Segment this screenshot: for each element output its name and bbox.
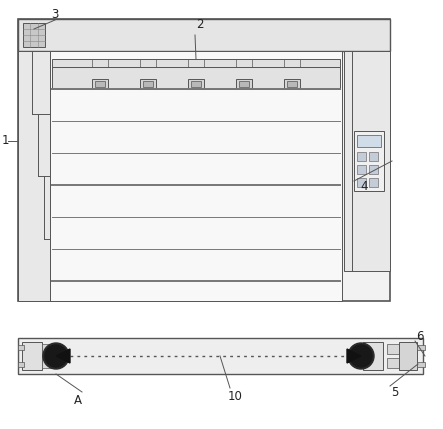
Text: 6: 6 xyxy=(416,329,424,342)
Circle shape xyxy=(350,345,372,367)
Bar xyxy=(18,345,24,350)
Bar xyxy=(284,79,300,89)
Circle shape xyxy=(348,343,374,369)
Bar xyxy=(357,178,366,187)
Circle shape xyxy=(43,343,69,369)
Text: 2: 2 xyxy=(196,18,204,31)
Bar xyxy=(357,152,366,161)
Text: 3: 3 xyxy=(51,9,58,21)
Bar xyxy=(52,67,340,89)
Bar xyxy=(417,362,425,367)
Circle shape xyxy=(45,345,67,367)
Bar xyxy=(354,131,384,191)
Bar xyxy=(143,81,153,87)
Bar xyxy=(399,342,417,370)
Text: 5: 5 xyxy=(391,386,399,399)
Bar xyxy=(369,152,378,161)
Bar xyxy=(18,19,390,51)
Bar xyxy=(92,79,108,89)
Text: 10: 10 xyxy=(228,390,242,402)
Bar xyxy=(357,165,366,174)
Bar xyxy=(239,81,249,87)
Bar xyxy=(369,178,378,187)
Bar xyxy=(369,165,378,174)
Text: A: A xyxy=(74,393,82,407)
Bar xyxy=(387,344,399,354)
Polygon shape xyxy=(347,349,361,363)
Bar xyxy=(18,51,50,301)
Text: 1: 1 xyxy=(1,135,9,148)
Bar xyxy=(95,81,105,87)
Bar xyxy=(363,342,383,370)
Bar xyxy=(387,358,399,368)
Bar xyxy=(188,79,204,89)
Polygon shape xyxy=(56,349,70,363)
Bar xyxy=(344,51,390,271)
Bar xyxy=(417,345,425,350)
Bar xyxy=(22,342,42,370)
Bar xyxy=(42,344,54,354)
Bar xyxy=(191,81,201,87)
Bar xyxy=(18,338,423,374)
Bar xyxy=(287,81,297,87)
Bar xyxy=(18,19,390,301)
Bar xyxy=(52,59,340,67)
Text: 4: 4 xyxy=(360,179,368,193)
Bar xyxy=(23,23,45,47)
Bar xyxy=(236,79,252,89)
Bar xyxy=(18,362,24,367)
Bar xyxy=(140,79,156,89)
Bar xyxy=(42,358,54,368)
Bar xyxy=(50,51,342,301)
Bar xyxy=(357,135,381,147)
